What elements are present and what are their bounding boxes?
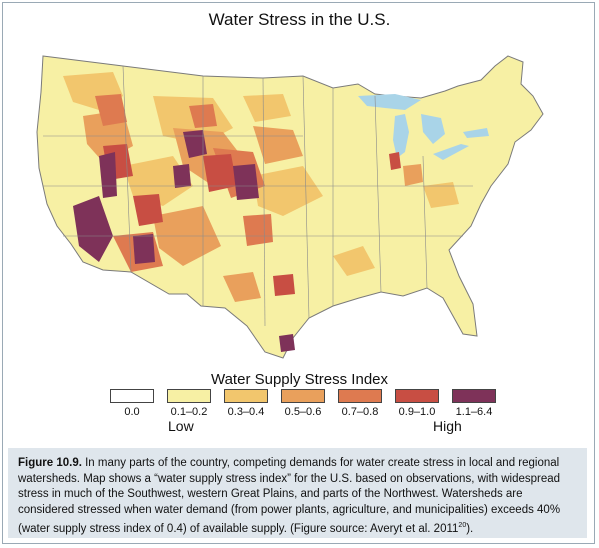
stress-high-regions (73, 130, 295, 352)
us-map-svg (36, 55, 544, 359)
legend-swatch (452, 389, 496, 403)
legend-high-label: High (433, 418, 462, 434)
legend: 0.0 0.1–0.2 0.3–0.4 0.5–0.6 0.7–0.8 0.9–… (107, 389, 507, 439)
lake-huron (421, 114, 445, 144)
lake-erie (433, 144, 469, 160)
legend-title: Water Supply Stress Index (210, 371, 389, 388)
lake-michigan (393, 114, 409, 158)
legend-item: 0.1–0.2 (164, 389, 214, 418)
legend-item: 0.0 (107, 389, 157, 418)
legend-low-label: Low (168, 418, 194, 434)
lake-ontario (463, 128, 489, 138)
legend-item: 0.5–0.6 (278, 389, 328, 418)
figure-label: Figure 10.9. (18, 457, 82, 469)
legend-label: 0.0 (124, 406, 140, 418)
legend-swatch (167, 389, 211, 403)
legend-swatch (281, 389, 325, 403)
legend-swatch (338, 389, 382, 403)
caption-end: ). (466, 522, 474, 535)
caption-text: In many parts of the country, competing … (18, 457, 561, 535)
state-borders (43, 65, 473, 327)
legend-swatch (110, 389, 154, 403)
legend-item: 0.3–0.4 (221, 389, 271, 418)
legend-swatch (395, 389, 439, 403)
lake-superior (358, 94, 421, 110)
legend-label: 0.9–1.0 (398, 406, 436, 418)
legend-label: 0.5–0.6 (284, 406, 322, 418)
figure-caption: Figure 10.9. In many parts of the countr… (8, 448, 587, 538)
map-title: Water Stress in the U.S. (208, 10, 391, 29)
legend-label: 1.1–6.4 (455, 406, 493, 418)
legend-item: 0.7–0.8 (335, 389, 385, 418)
legend-swatch (224, 389, 268, 403)
legend-label: 0.1–0.2 (170, 406, 208, 418)
us-map (3, 36, 596, 366)
legend-item: 1.1–6.4 (449, 389, 499, 418)
legend-label: 0.3–0.4 (227, 406, 265, 418)
legend-label: 0.7–0.8 (341, 406, 379, 418)
legend-item: 0.9–1.0 (392, 389, 442, 418)
caption-superscript: 20 (458, 522, 467, 529)
